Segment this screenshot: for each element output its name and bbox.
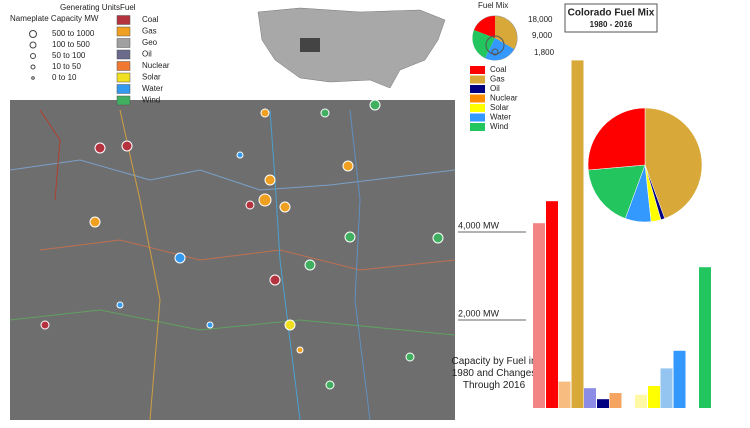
legend-swatch: [470, 113, 485, 122]
fuel-swatch: [116, 84, 131, 94]
fuel-swatch: [116, 26, 131, 37]
y-tick-label: 4,000 MW: [458, 220, 500, 230]
bar: [660, 368, 673, 408]
plant-markers: [40, 99, 444, 390]
size-swatch: [29, 30, 37, 38]
size-legend-label: 50 to 100: [52, 51, 86, 60]
bar: [699, 267, 711, 408]
relief-map: [10, 100, 455, 420]
size-legend-title: Generating Units: [60, 3, 120, 12]
size-swatch: [30, 64, 36, 70]
us-inset: [257, 7, 446, 89]
map-lines: [9, 109, 456, 421]
size-legend-subtitle: Nameplate Capacity MW: [10, 14, 99, 23]
legend-swatch: [470, 75, 485, 84]
legend-label: Coal: [490, 65, 507, 74]
legend-swatch: [470, 104, 485, 112]
fuel-legend-label: Water: [142, 84, 163, 93]
legend-label: Gas: [490, 75, 505, 84]
bar: [571, 60, 584, 409]
fuel-swatch: [116, 72, 131, 83]
size-swatch: [31, 76, 35, 80]
fuel-swatch: [116, 61, 131, 71]
size-legend-label: 500 to 1000: [52, 29, 95, 38]
legend-swatch: [470, 85, 485, 93]
y-tick-label: 2,000 MW: [458, 308, 500, 318]
legend-label: Solar: [490, 103, 509, 112]
bar: [558, 381, 571, 408]
fuel-mix-icon: [472, 15, 518, 61]
fuel-legend-label: Gas: [142, 27, 157, 36]
pie-slice: [587, 107, 646, 171]
size-swatch: [29, 41, 37, 49]
title-box: [564, 3, 658, 33]
fuel-legend-label: Nuclear: [142, 61, 170, 70]
legend-label: Oil: [490, 84, 500, 93]
fuel-swatch: [116, 38, 131, 48]
fuel-legend-label: Wind: [142, 96, 160, 105]
bar: [584, 388, 596, 408]
fuel-legend-label: Coal: [142, 15, 159, 24]
bar: [546, 201, 558, 408]
chart-title: Colorado Fuel Mix: [568, 8, 655, 19]
fuel-mix-size: 18,000: [528, 15, 553, 24]
fuel-swatch: [116, 95, 131, 106]
fuel-mix-title: Fuel Mix: [478, 1, 508, 10]
size-legend-label: 100 to 500: [52, 40, 90, 49]
legend-label: Nuclear: [490, 94, 518, 103]
fuel-mix-size: 1,800: [534, 48, 555, 57]
bar: [533, 223, 545, 408]
size-swatch: [30, 53, 36, 59]
fuel-legend-label: Geo: [142, 38, 158, 47]
bar: [609, 393, 622, 408]
size-legend-label: 0 to 10: [52, 73, 77, 82]
colorado-highlight: [300, 38, 320, 52]
pie-slice: [587, 164, 646, 219]
legend-swatch: [470, 66, 485, 74]
size-legend-label: 10 to 50: [52, 62, 81, 71]
bar: [597, 399, 609, 408]
legend-swatch: [470, 94, 485, 103]
annotation-box: Capacity by Fuel in 1980 and Changes Thr…: [451, 356, 537, 391]
annotation: Capacity by Fuel in 1980 and Changes Thr…: [451, 356, 537, 391]
bar: [635, 394, 647, 408]
bar: [673, 350, 686, 408]
bar: [648, 386, 660, 408]
pie-slice: [644, 107, 703, 219]
legend-swatch: [470, 123, 485, 131]
legend-label: Water: [490, 113, 511, 122]
legend-label: Wind: [490, 122, 508, 131]
chart-subtitle: 1980 - 2016: [590, 20, 633, 29]
fuel-legend-title: Fuel: [120, 3, 136, 12]
fuel-swatch: [116, 15, 131, 25]
fuel-legend-label: Oil: [142, 50, 152, 59]
fuel-mix-size: 9,000: [532, 31, 553, 40]
fuel-legend-label: Solar: [142, 73, 161, 82]
fuel-swatch: [116, 49, 131, 60]
